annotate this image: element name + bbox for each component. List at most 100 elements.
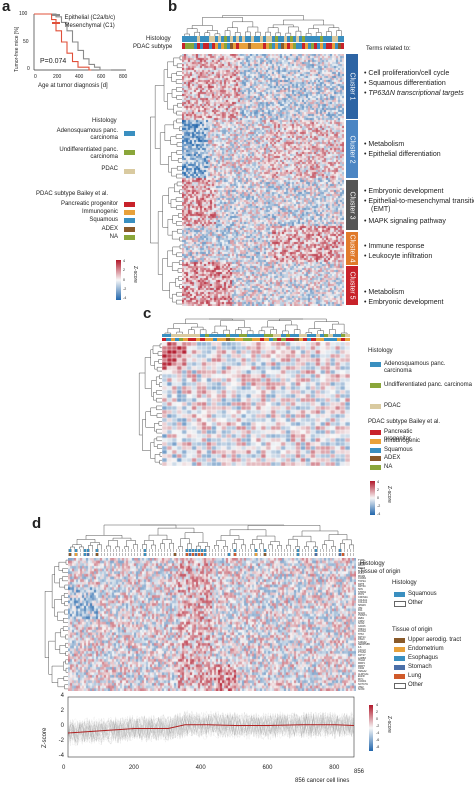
gene-label: MCM2 <box>358 574 366 578</box>
track-cell <box>347 549 350 552</box>
track-cell <box>341 36 344 42</box>
track-cell <box>328 334 333 337</box>
panel-a-xtick-200: 200 <box>53 74 62 80</box>
track-cell <box>162 334 167 337</box>
track-cell <box>167 553 170 556</box>
gene-label: SOX2 <box>358 622 365 626</box>
track-cell <box>92 549 95 552</box>
track-cell <box>191 36 194 42</box>
track-cell <box>89 549 92 552</box>
track-cell <box>266 549 269 552</box>
panel-c-subtype-track <box>162 338 350 341</box>
track-cell <box>155 553 158 556</box>
c-histology-swatch <box>370 362 381 367</box>
track-cell <box>128 549 131 552</box>
track-cell <box>287 43 290 49</box>
track-cell <box>311 43 314 49</box>
panel-a-survival-plot <box>33 13 126 71</box>
track-cell <box>329 549 332 552</box>
gene-label: SFN <box>358 588 363 592</box>
panel-d-tissue-track <box>68 553 356 556</box>
track-cell <box>260 338 265 341</box>
track-cell <box>260 549 263 552</box>
track-cell <box>302 549 305 552</box>
track-cell <box>338 553 341 556</box>
track-cell <box>332 549 335 552</box>
line-ytick: 0 <box>60 723 64 729</box>
track-cell <box>245 553 248 556</box>
track-cell <box>230 43 233 49</box>
track-cell <box>170 549 173 552</box>
line-plot-frame <box>67 696 355 758</box>
background-trace <box>67 712 355 743</box>
track-cell <box>116 549 119 552</box>
track-cell <box>281 338 286 341</box>
track-cell <box>236 549 239 552</box>
track-cell <box>257 43 260 49</box>
histology-legend-label: Adenosquamous panc. carcinoma <box>56 128 118 141</box>
subtype-legend-swatch <box>124 210 135 216</box>
panel-d-row-dendrogram <box>44 559 68 690</box>
track-cell <box>341 549 344 552</box>
panel-a-pvalue: P=0.074 <box>40 58 67 65</box>
track-cell <box>209 549 212 552</box>
track-cell <box>281 549 284 552</box>
c-subtype-swatch <box>370 438 381 444</box>
track-cell <box>162 338 167 341</box>
track-cell <box>200 334 205 337</box>
gene-label: FN1 <box>358 609 363 613</box>
track-cell <box>209 553 212 556</box>
track-cell <box>277 334 282 337</box>
track-cell <box>200 338 205 341</box>
background-trace <box>67 711 355 742</box>
panel-b-heatmap <box>182 54 344 306</box>
track-cell <box>204 334 209 337</box>
track-cell <box>146 553 149 556</box>
track-cell <box>236 553 239 556</box>
background-trace <box>67 714 355 742</box>
track-cell <box>200 43 203 49</box>
track-cell <box>209 43 212 49</box>
track-cell <box>191 553 194 556</box>
track-cell <box>281 43 284 49</box>
track-cell <box>260 36 263 42</box>
track-cell <box>122 549 125 552</box>
c-subtype-label: Squamous <box>384 446 413 453</box>
panel-c-zscore-tick-0: 0 <box>377 496 379 500</box>
track-cell <box>234 338 239 341</box>
track-cell <box>248 43 251 49</box>
track-cell <box>284 43 287 49</box>
track-cell <box>89 553 92 556</box>
line-xtick: 800 <box>329 765 340 771</box>
track-cell <box>323 36 326 42</box>
panel-d-histology-track <box>68 549 356 552</box>
track-cell <box>245 36 248 42</box>
d-zscore-tick: 4 <box>376 703 378 707</box>
track-cell <box>182 43 185 49</box>
background-trace <box>67 713 355 745</box>
track-cell <box>332 334 337 337</box>
track-cell <box>248 36 251 42</box>
line-xtick: 856 <box>354 769 365 775</box>
cluster-5-term: • Metabolism <box>364 289 405 296</box>
track-cell <box>95 553 98 556</box>
track-cell <box>134 549 137 552</box>
track-cell <box>266 553 269 556</box>
panel-c-zscore-tick-2: 2 <box>377 488 379 492</box>
track-cell <box>200 549 203 552</box>
track-cell <box>137 549 140 552</box>
track-cell <box>230 549 233 552</box>
track-cell <box>269 43 272 49</box>
track-cell <box>110 549 113 552</box>
cluster-5-label: Cluster 5 <box>348 271 356 300</box>
track-cell <box>131 553 134 556</box>
track-cell <box>71 549 74 552</box>
panel-a-xtick-600: 600 <box>97 74 106 80</box>
track-cell <box>227 36 230 42</box>
gene-label: KRT14 <box>358 635 366 639</box>
line-xtick: 600 <box>262 765 273 771</box>
track-cell <box>80 553 83 556</box>
track-cell <box>290 43 293 49</box>
track-cell <box>307 334 312 337</box>
panel-c-row-dendrogram <box>138 343 162 465</box>
